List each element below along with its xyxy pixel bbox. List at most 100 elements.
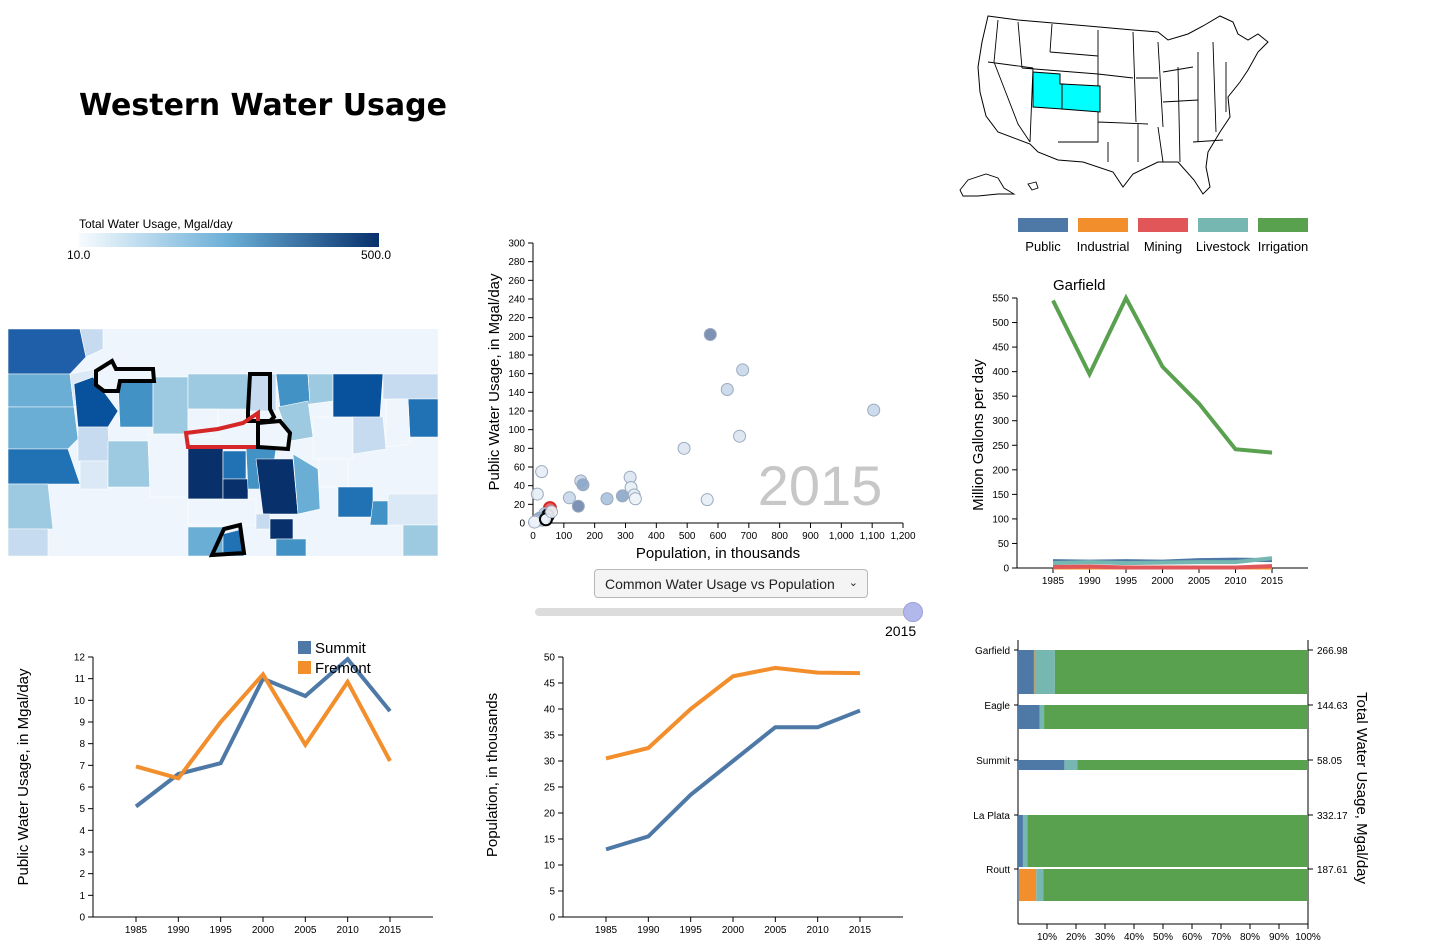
county[interactable] [307,373,334,405]
county[interactable] [187,446,224,500]
county[interactable] [222,478,249,502]
population-y-tick-label: 40 [544,705,556,716]
scatter-y-tick-label: 240 [508,295,525,306]
county[interactable] [79,460,109,490]
public-usage-x-tick-label: 2010 [337,925,360,935]
year-slider-thumb[interactable] [903,602,923,622]
county[interactable] [79,328,104,358]
category-line-y-tick-label: 150 [992,490,1009,501]
population-y-axis-label: Population, in thousands [484,693,501,857]
scatter-y-tick-label: 220 [508,313,525,324]
scatter-y-tick-label: 60 [514,463,526,474]
county[interactable] [332,373,384,418]
category-line-y-tick-label: 250 [992,441,1009,452]
legend-item-mining[interactable]: Mining [1138,218,1188,254]
public-usage-y-tick-label: 8 [79,739,85,750]
county[interactable] [312,416,354,460]
chart-type-select[interactable]: Common Water Usage vs Population ⌄ [594,569,868,598]
county-shapes[interactable] [7,328,439,557]
stacked-bar-segment-livestock [1034,650,1055,694]
county[interactable] [7,483,54,530]
county[interactable] [187,498,257,526]
county[interactable] [187,373,249,410]
county-outline-selected[interactable] [94,358,157,393]
legend-label-fremont: Fremont [315,660,372,677]
legend-item-irrigation[interactable]: Irrigation [1258,218,1309,254]
county[interactable] [292,453,321,515]
year-slider[interactable] [535,602,925,622]
choropleth-legend: Total Water Usage, Mgal/day 10.0 500.0 [65,214,405,264]
scatter-y-tick-label: 300 [508,239,525,250]
legend-swatch-summit [298,641,311,654]
county[interactable] [387,493,439,526]
alaska-shape [959,173,1016,197]
county[interactable] [222,528,245,557]
legend-item-public[interactable]: Public [1018,218,1068,254]
county[interactable] [369,500,389,526]
year-slider-track[interactable] [535,608,915,616]
county[interactable] [117,380,154,428]
county[interactable] [147,433,189,498]
legend-item-livestock[interactable]: Livestock [1196,218,1251,254]
legend-item-industrial[interactable]: Industrial [1077,218,1130,254]
county[interactable] [7,528,49,557]
scatter-point [535,465,549,479]
category-line-x-tick-label: 1990 [1078,576,1101,587]
scatter-y-tick-label: 80 [514,444,526,455]
scatter-point [867,403,881,417]
county[interactable] [7,406,79,450]
scatter-x-tick-label: 200 [586,531,603,542]
stacked-bar-x-tick-label: 100% [1295,932,1321,943]
category-line-chart: Garfield 1985 1990 1995 2000 2005 2010 2015 0 50… [970,277,1308,587]
county-choropleth-map[interactable] [7,328,439,559]
scatter-y-tick-label: 200 [508,332,525,343]
population-x-tick-label: 1995 [680,925,703,936]
county[interactable] [337,486,374,518]
svg-text:Industrial: Industrial [1077,239,1130,254]
county[interactable] [107,440,151,488]
category-legend: Public Industrial Mining Livestock Irrig… [1010,214,1320,260]
population-y-tick-label: 10 [544,861,556,872]
county[interactable] [7,328,87,375]
county-outline-selected[interactable] [208,522,247,558]
county[interactable] [73,376,119,428]
state-colorado[interactable] [1061,83,1101,113]
choropleth-legend-gradient [79,233,379,247]
scatter-point [576,478,590,492]
population-x-tick-label: 2005 [764,925,787,936]
scatter-x-tick-label: 300 [617,531,634,542]
county[interactable] [317,458,349,488]
county[interactable] [222,450,247,480]
county[interactable] [382,373,439,400]
year-slider-value: 2015 [885,623,917,639]
county[interactable] [255,513,271,530]
county[interactable] [7,448,81,485]
svg-text:Public: Public [1025,239,1061,254]
county[interactable] [385,398,411,448]
scatter-y-axis-label: Public Water Usage, in Mgal/day [486,273,503,491]
county-outline-selected[interactable] [183,409,260,449]
county[interactable] [352,416,387,455]
county[interactable] [269,518,294,540]
usa-state-map[interactable] [958,12,1278,197]
stacked-bar-segment-public [1018,705,1040,729]
public-usage-y-tick-label: 2 [79,869,85,880]
county[interactable] [275,538,307,557]
county[interactable] [77,426,111,462]
population-x-tick-label: 2010 [807,925,830,936]
population-y-tick-label: 35 [544,731,556,742]
stacked-bar-x-tick-label: 80% [1240,932,1260,943]
county[interactable] [255,458,299,515]
county[interactable] [7,373,75,408]
category-line-line-mining [1052,564,1273,570]
county[interactable] [402,524,439,557]
county[interactable] [152,376,189,435]
stacked-bar-segment-irrigation [1027,815,1308,867]
state-utah[interactable] [1032,71,1065,110]
scatter-x-tick-label: 0 [530,531,536,542]
stacked-bar-x-tick-label: 10% [1037,932,1057,943]
public-usage-line-fremont [135,670,392,781]
county-outline-selected[interactable] [246,372,277,423]
county[interactable] [407,398,439,438]
county-outline-selected[interactable] [256,418,293,452]
